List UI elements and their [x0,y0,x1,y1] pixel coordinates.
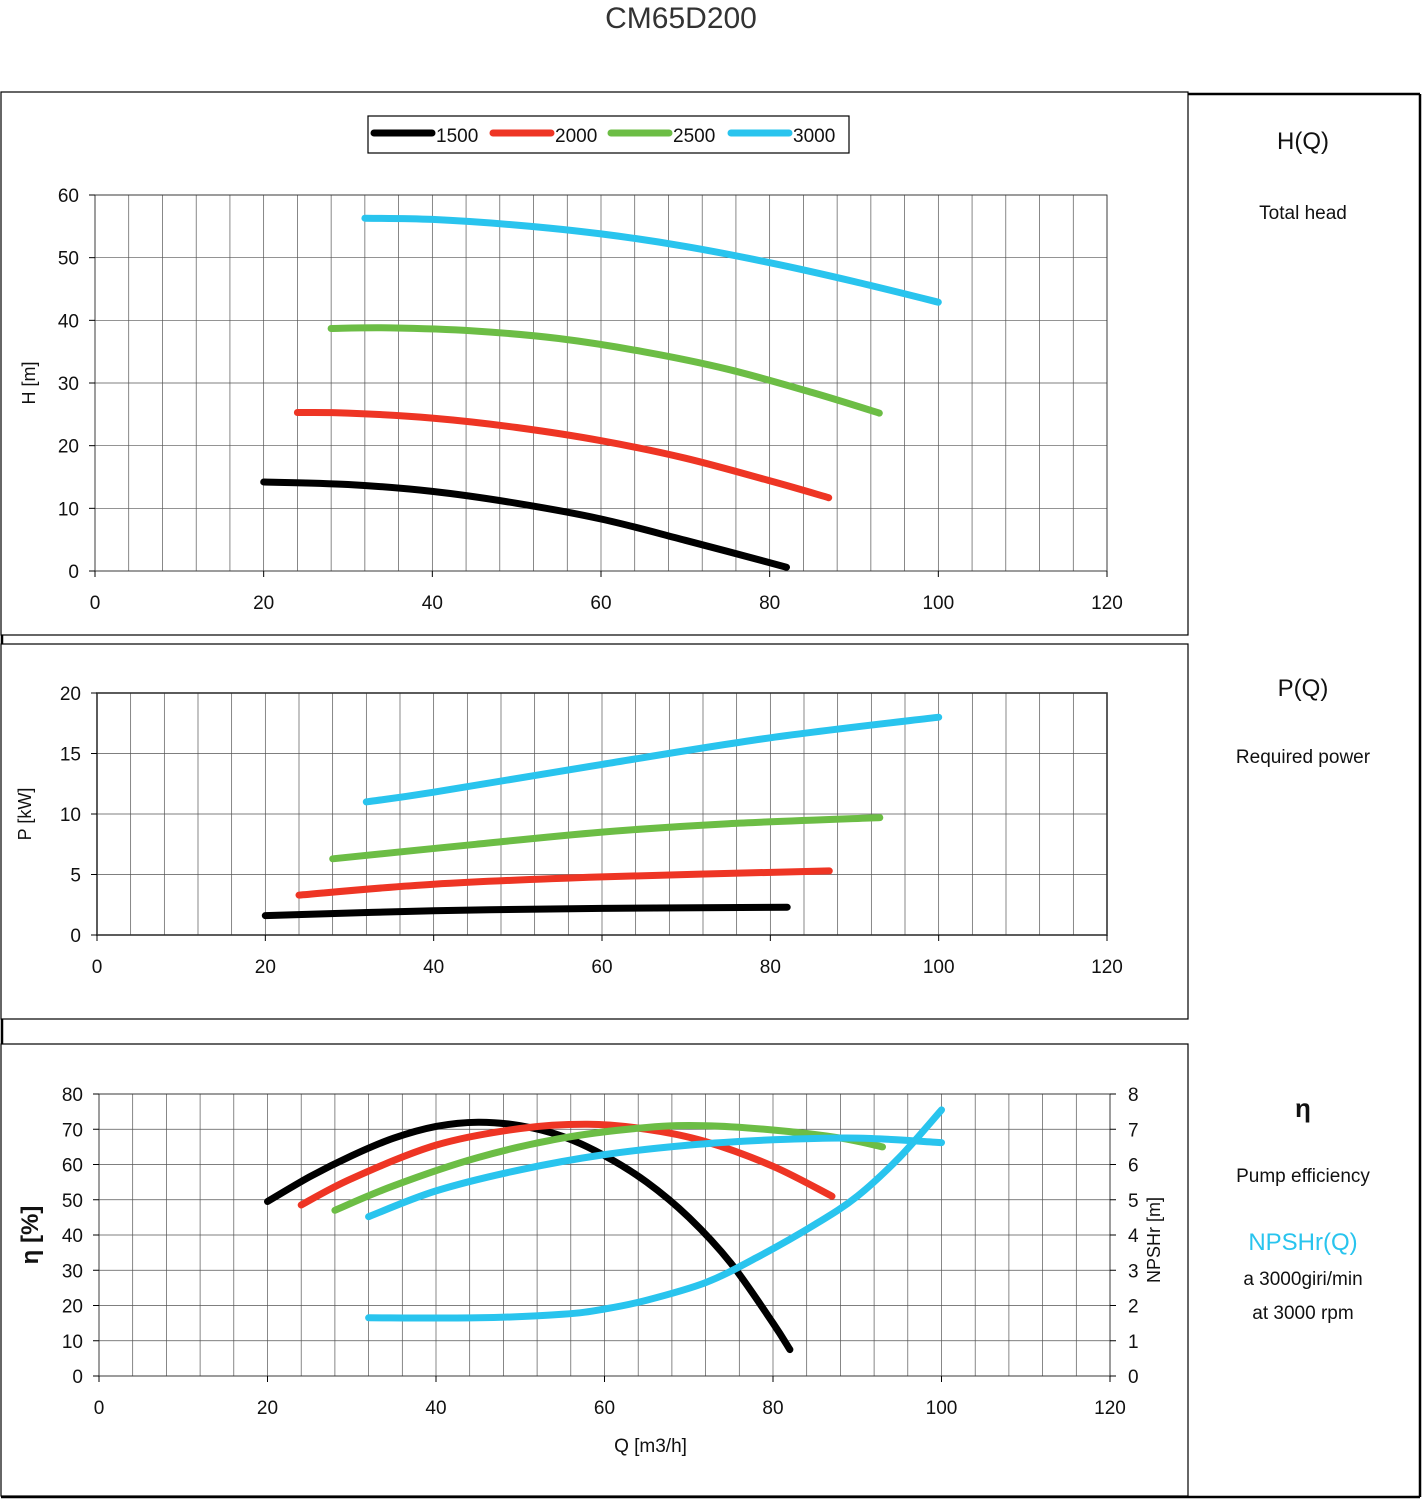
y2-tick-label: 1 [1128,1332,1139,1353]
x-tick-label: 120 [1091,593,1123,614]
power-chart: 0 20 40 60 80 100 120 0 5 10 15 20 P [kW] [15,684,1123,978]
npsh-side-line2: at 3000 rpm [1252,1303,1354,1324]
power-side-sub: Required power [1235,747,1371,768]
x-tick-label: 60 [590,593,611,614]
y-tick-label: 60 [58,186,79,207]
eff-side-title: η [1295,1093,1311,1123]
x-tick-label: 20 [257,1398,278,1419]
y-tick-label: 40 [58,311,79,332]
power-series-2500 [329,814,884,863]
head-series-2500 [327,324,883,417]
y-tick-label: 0 [68,562,79,583]
y-tick-label: 15 [60,745,81,766]
legend-label-2000: 2000 [555,126,597,147]
y-tick-label: 10 [62,1332,83,1353]
y-tick-label: 10 [58,499,79,520]
x-tick-label: 100 [923,957,955,978]
head-series-3000 [361,214,942,306]
power-grid [96,692,1108,936]
npsh-side-line1: a 3000giri/min [1243,1269,1363,1290]
power-series-1500 [261,903,791,920]
y2-tick-label: 7 [1128,1120,1139,1141]
y-tick-label: 50 [58,249,79,270]
legend: 1500 2000 2500 3000 [367,115,850,154]
x-tick-label: 80 [762,1398,783,1419]
x-tick-label: 0 [94,1398,105,1419]
legend-label-2500: 2500 [673,126,715,147]
x-tick-label: 80 [760,957,781,978]
efficiency-series-npshr [365,1106,945,1322]
y-tick-label: 0 [72,1367,83,1388]
head-chart: 0 20 40 60 80 100 120 0 10 20 30 40 50 60 H [m] [19,186,1123,614]
y-tick-label: 30 [58,374,79,395]
y-tick-label: 20 [60,684,81,705]
y-tick-label: 10 [60,805,81,826]
power-series-2000 [295,867,833,899]
head-grid [94,194,1108,572]
chart-title: CM65D200 [605,2,757,35]
y-tick-label: 80 [62,1085,83,1106]
y2-tick-label: 3 [1128,1261,1139,1282]
y-tick-label: 40 [62,1226,83,1247]
head-series-2000 [293,408,833,502]
x-tick-label: 0 [90,593,101,614]
efficiency-y-axis-label: η [%] [17,1206,44,1265]
y2-tick-label: 2 [1128,1297,1139,1318]
x-tick-label: 20 [255,957,276,978]
y2-tick-label: 6 [1128,1156,1139,1177]
x-tick-label: 100 [922,593,954,614]
legend-label-3000: 3000 [793,126,835,147]
x-tick-label: 80 [759,593,780,614]
y-tick-label: 50 [62,1191,83,1212]
head-series-1500 [260,478,790,571]
x-tick-label: 20 [253,593,274,614]
power-side-title: P(Q) [1277,675,1329,702]
eff-side-sub: Pump efficiency [1236,1166,1370,1187]
y2-tick-label: 4 [1128,1226,1139,1247]
panel-power-frame [0,643,1189,1020]
legend-label-1500: 1500 [436,126,478,147]
y2-tick-label: 0 [1128,1367,1139,1388]
x-tick-label: 100 [926,1398,958,1419]
y-tick-label: 20 [58,437,79,458]
x-tick-label: 120 [1094,1398,1126,1419]
head-side-title: H(Q) [1277,128,1329,155]
power-y-axis-label: P [kW] [15,788,35,841]
y-tick-label: 0 [70,926,81,947]
x-tick-label: 0 [92,957,103,978]
head-y-axis-label: H [m] [19,362,39,405]
y-tick-label: 5 [70,866,81,887]
y2-tick-label: 8 [1128,1085,1139,1106]
x-tick-label: 60 [591,957,612,978]
npsh-side-title: NPSHr(Q) [1248,1229,1358,1256]
power-series-3000 [362,713,943,806]
y-tick-label: 30 [62,1261,83,1282]
efficiency-x-axis-label: Q [m3/h] [614,1436,687,1457]
head-side-sub: Total head [1259,203,1347,224]
y-tick-label: 20 [62,1297,83,1318]
x-tick-label: 40 [422,593,443,614]
y-tick-label: 60 [62,1156,83,1177]
efficiency-grid [98,1093,1111,1377]
y-tick-label: 70 [62,1120,83,1141]
efficiency-series-3000 [365,1134,945,1221]
efficiency-series-1500 [264,1118,794,1354]
frame [0,91,1422,1499]
x-tick-label: 40 [423,957,444,978]
x-tick-label: 40 [425,1398,446,1419]
panel-head-frame [0,91,1189,636]
efficiency-series-2000 [297,1120,836,1209]
x-tick-label: 120 [1091,957,1123,978]
y2-tick-label: 5 [1128,1191,1139,1212]
x-tick-label: 60 [594,1398,615,1419]
efficiency-series-2500 [331,1122,886,1214]
efficiency-y2-axis-label: NPSHr [m] [1144,1197,1164,1283]
efficiency-chart: 0 20 40 60 80 100 1200102030405060708001234567… [17,1085,1164,1457]
